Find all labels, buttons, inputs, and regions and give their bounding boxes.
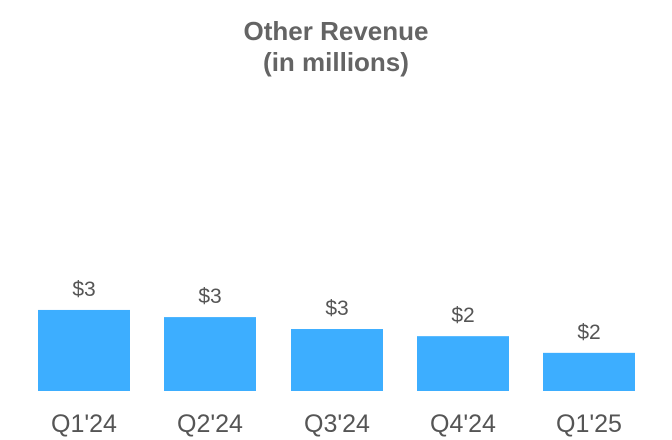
data-label-3: $2 bbox=[451, 304, 474, 327]
chart-subtitle: (in millions) bbox=[263, 47, 409, 77]
bar-0 bbox=[38, 309, 130, 391]
data-label-0: $3 bbox=[72, 278, 95, 301]
x-tick-label-0: Q1'24 bbox=[51, 410, 117, 438]
x-tick-label-1: Q2'24 bbox=[177, 410, 243, 438]
bar-4 bbox=[543, 352, 635, 391]
data-label-1: $3 bbox=[198, 285, 221, 308]
chart-title: Other Revenue bbox=[243, 16, 429, 46]
bar-3 bbox=[417, 336, 509, 391]
data-label-4: $2 bbox=[577, 321, 600, 344]
bar-2 bbox=[291, 329, 383, 391]
data-label-2: $3 bbox=[325, 297, 348, 320]
x-tick-label-4: Q1'25 bbox=[556, 410, 622, 438]
bar-1 bbox=[164, 317, 256, 391]
x-tick-label-2: Q3'24 bbox=[304, 410, 370, 438]
x-tick-label-3: Q4'24 bbox=[430, 410, 496, 438]
